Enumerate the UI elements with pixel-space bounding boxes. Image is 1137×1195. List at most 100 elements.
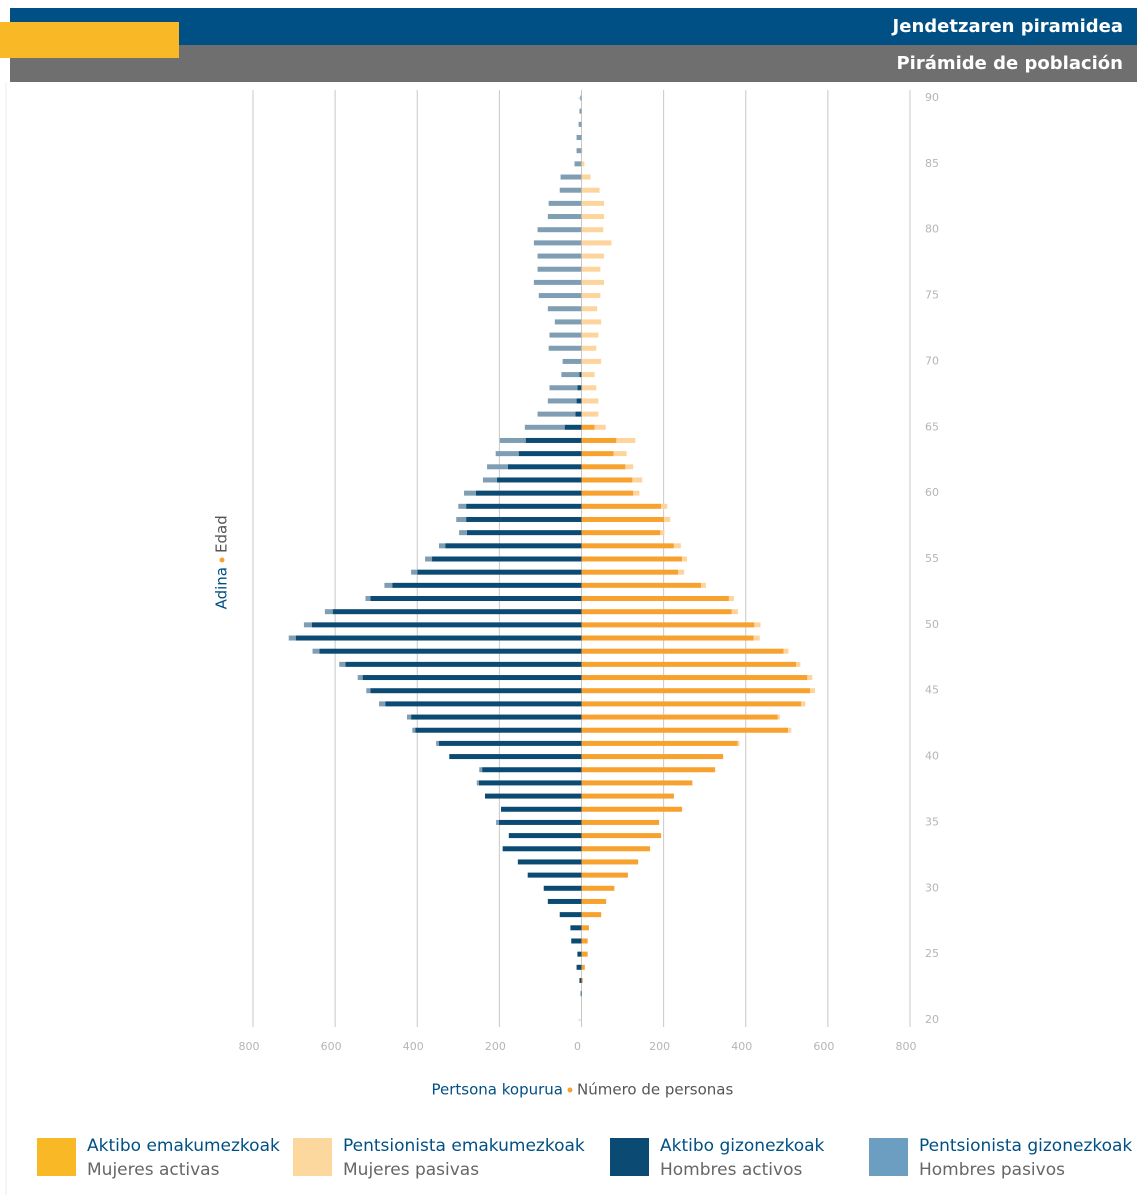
bar — [581, 740, 738, 746]
y-tick-label: 50 — [925, 618, 939, 631]
bar — [616, 437, 636, 443]
bar — [581, 530, 661, 536]
bar — [581, 293, 601, 299]
bar — [633, 490, 640, 496]
bar — [479, 767, 483, 773]
bar — [415, 727, 582, 733]
bar — [475, 490, 582, 496]
legend-name-es: Mujeres pasivas — [343, 1160, 479, 1180]
y-tick-label: 70 — [925, 354, 939, 367]
x-tick-label: 200 — [485, 1040, 506, 1053]
bar — [476, 780, 479, 786]
bar — [560, 174, 582, 180]
bar — [547, 306, 582, 312]
legend-swatch — [869, 1138, 908, 1176]
bar — [581, 846, 651, 852]
y-tick-label: 35 — [925, 815, 939, 828]
bar — [562, 358, 582, 364]
bar — [411, 569, 418, 575]
y-tick-label: 45 — [925, 684, 939, 697]
bar — [466, 516, 582, 522]
bar — [581, 543, 674, 549]
y-label-eu: Adina — [213, 567, 231, 609]
bar — [581, 503, 662, 509]
bar — [487, 464, 508, 470]
bar — [411, 714, 582, 720]
bar — [525, 437, 582, 443]
bar — [579, 372, 582, 378]
bar — [549, 332, 582, 338]
x-label-eu: Pertsona kopurua — [432, 1081, 563, 1099]
bar — [379, 701, 386, 707]
bar — [661, 503, 668, 509]
bar — [574, 161, 582, 167]
bar — [547, 398, 577, 404]
bar — [570, 925, 582, 931]
bar — [613, 451, 627, 457]
accent-block — [0, 22, 179, 58]
bar — [581, 345, 597, 351]
y-tick-label: 40 — [925, 750, 939, 763]
x-tick-label: 600 — [321, 1040, 342, 1053]
bar — [737, 740, 740, 746]
bar — [538, 293, 582, 299]
bar — [581, 451, 614, 457]
bar — [571, 938, 582, 944]
header-title: Jendetzaren piramidea — [891, 16, 1123, 37]
bar — [370, 688, 582, 694]
bar — [581, 964, 585, 970]
bar — [581, 925, 589, 931]
bar — [518, 451, 582, 457]
bar — [581, 833, 662, 839]
bar — [581, 306, 598, 312]
bar — [501, 806, 582, 812]
bar — [406, 714, 412, 720]
bar — [581, 675, 808, 681]
bar — [554, 319, 582, 325]
bar — [581, 187, 600, 193]
y-tick-label: 30 — [925, 881, 939, 894]
bar — [439, 740, 582, 746]
x-tick-label: 200 — [649, 1040, 670, 1053]
bar — [311, 622, 582, 628]
bar — [456, 516, 467, 522]
bar — [700, 582, 706, 588]
bar — [417, 569, 582, 575]
bar — [547, 898, 582, 904]
bar — [425, 556, 433, 562]
bar — [533, 240, 582, 246]
bar — [810, 688, 816, 694]
bar — [581, 648, 784, 654]
legend-name: Aktibo gizonezkoak — [660, 1136, 825, 1156]
bar — [581, 490, 634, 496]
bar — [807, 675, 813, 681]
bar — [478, 780, 582, 786]
bar — [508, 833, 582, 839]
y-tick-label: 75 — [925, 289, 939, 302]
x-tick-label: 0 — [574, 1040, 581, 1053]
bar — [581, 358, 602, 364]
bar — [660, 530, 665, 536]
bar — [664, 516, 671, 522]
bar — [581, 596, 729, 602]
y-tick-label: 55 — [925, 552, 939, 565]
x-tick-label: 600 — [813, 1040, 834, 1053]
bar — [581, 556, 683, 562]
legend-name: Pentsionista emakumezkoak — [343, 1136, 585, 1156]
bar — [581, 819, 660, 825]
bar — [673, 543, 681, 549]
y-tick-label: 85 — [925, 157, 939, 170]
bar — [548, 200, 582, 206]
bar — [581, 569, 678, 575]
separator — [567, 1087, 573, 1093]
legend-swatch — [293, 1138, 332, 1176]
bar — [499, 437, 526, 443]
bar — [581, 372, 595, 378]
bar — [581, 688, 811, 694]
bar — [561, 372, 580, 378]
bar — [537, 411, 576, 417]
bar — [581, 266, 601, 272]
bar — [801, 701, 806, 707]
bar — [580, 95, 582, 101]
